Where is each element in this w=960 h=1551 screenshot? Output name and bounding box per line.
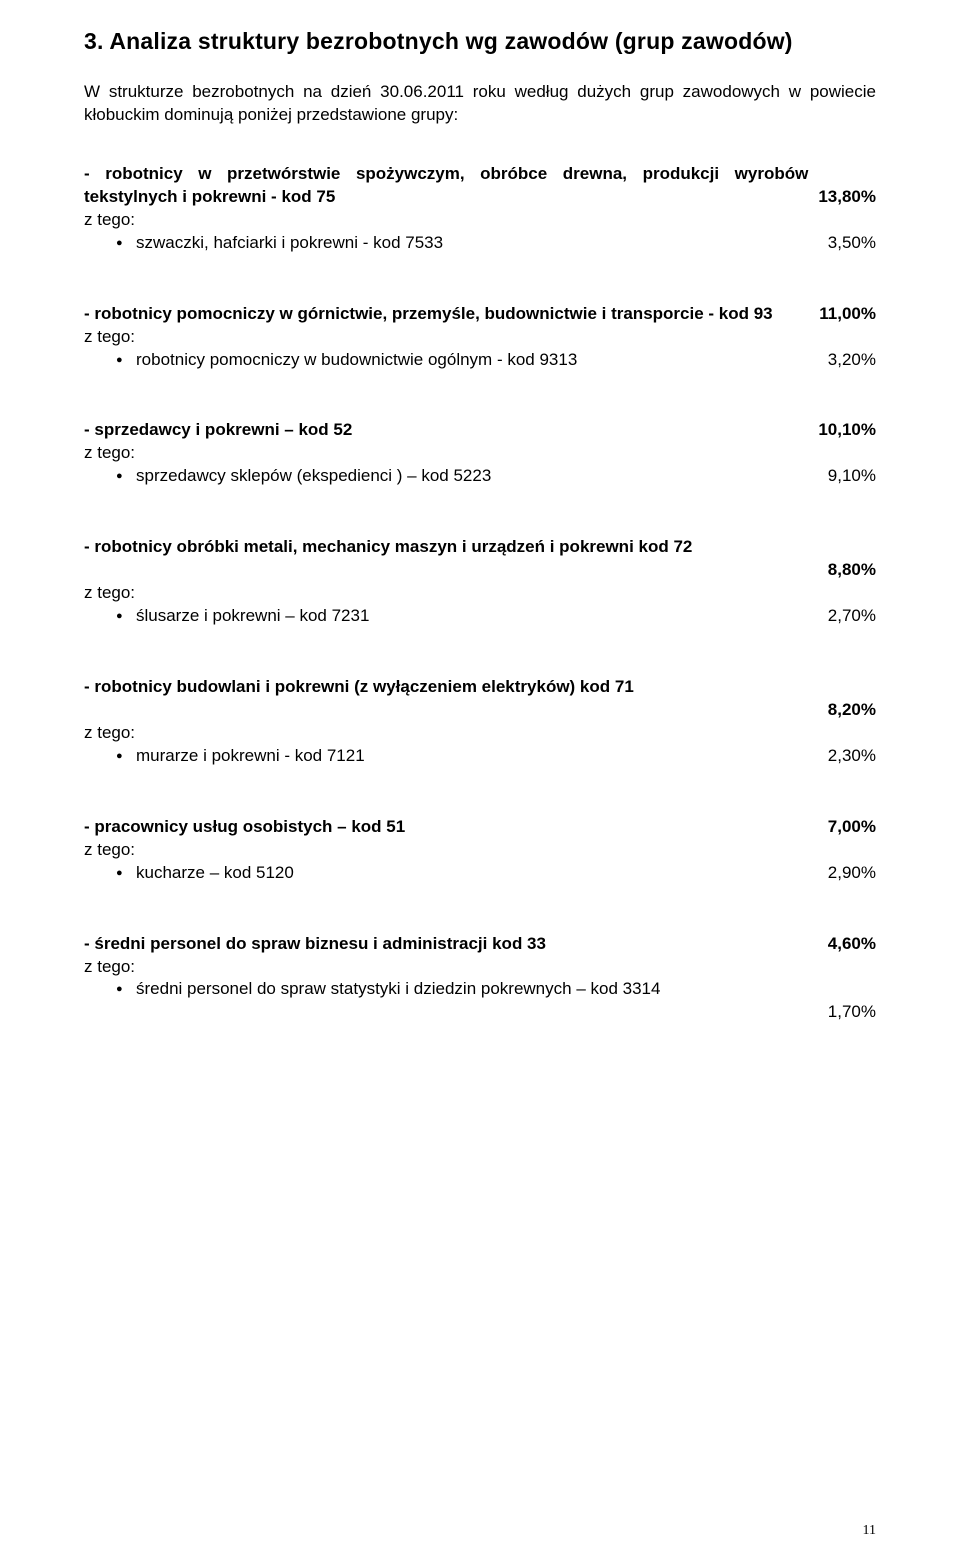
bullet-item: sprzedawcy sklepów (ekspedienci ) – kod …	[84, 465, 876, 488]
section-heading: 3. Analiza struktury bezrobotnych wg zaw…	[84, 26, 876, 57]
bullet-list: średni personel do spraw statystyki i dz…	[84, 978, 876, 1024]
bullet-label: murarze i pokrewni - kod 7121	[136, 745, 828, 768]
ztego-label: z tego:	[84, 582, 876, 605]
group-title: - sprzedawcy i pokrewni – kod 52	[84, 419, 818, 442]
bullet-pct: 3,50%	[828, 232, 876, 255]
bullet-list: sprzedawcy sklepów (ekspedienci ) – kod …	[84, 465, 876, 488]
ztego-label: z tego:	[84, 442, 876, 465]
bullet-item: kucharze – kod 5120 2,90%	[84, 862, 876, 885]
bullet-list: ślusarze i pokrewni – kod 7231 2,70%	[84, 605, 876, 628]
group-pct: 8,20%	[828, 699, 876, 722]
bullet-item: robotnicy pomocniczy w budownictwie ogól…	[84, 349, 876, 372]
group-block: - robotnicy pomocniczy w górnictwie, prz…	[84, 303, 876, 372]
bullet-pct: 3,20%	[828, 349, 876, 372]
group-title: - robotnicy w przetwórstwie spożywczym, …	[84, 163, 818, 209]
group-pct: 10,10%	[818, 419, 876, 442]
bullet-label: szwaczki, hafciarki i pokrewni - kod 753…	[136, 232, 828, 255]
group-pct: 8,80%	[828, 559, 876, 582]
bullet-list: kucharze – kod 5120 2,90%	[84, 862, 876, 885]
group-block: - średni personel do spraw biznesu i adm…	[84, 933, 876, 1025]
group-pct: 7,00%	[828, 816, 876, 839]
bullet-pct: 1,70%	[828, 1001, 876, 1024]
bullet-list: szwaczki, hafciarki i pokrewni - kod 753…	[84, 232, 876, 255]
ztego-label: z tego:	[84, 326, 876, 349]
bullet-pct: 9,10%	[828, 465, 876, 488]
bullet-label: robotnicy pomocniczy w budownictwie ogól…	[136, 349, 828, 372]
page-number: 11	[863, 1523, 876, 1539]
bullet-item: ślusarze i pokrewni – kod 7231 2,70%	[84, 605, 876, 628]
group-block: - robotnicy w przetwórstwie spożywczym, …	[84, 163, 876, 255]
group-pct: 11,00%	[819, 303, 876, 326]
group-block: - robotnicy obróbki metali, mechanicy ma…	[84, 536, 876, 628]
bullet-pct: 2,90%	[828, 862, 876, 885]
group-title: - średni personel do spraw biznesu i adm…	[84, 933, 828, 956]
group-block: - pracownicy usług osobistych – kod 51 7…	[84, 816, 876, 885]
group-title: - pracownicy usług osobistych – kod 51	[84, 816, 828, 839]
group-pct: 4,60%	[828, 933, 876, 956]
bullet-label: kucharze – kod 5120	[136, 862, 828, 885]
bullet-item: szwaczki, hafciarki i pokrewni - kod 753…	[84, 232, 876, 255]
ztego-label: z tego:	[84, 956, 876, 979]
bullet-pct: 2,70%	[828, 605, 876, 628]
group-title: - robotnicy budowlani i pokrewni (z wyłą…	[84, 676, 876, 699]
group-block: - robotnicy budowlani i pokrewni (z wyłą…	[84, 676, 876, 768]
group-title: - robotnicy pomocniczy w górnictwie, prz…	[84, 303, 819, 326]
document-page: 3. Analiza struktury bezrobotnych wg zaw…	[0, 0, 960, 1551]
group-title: - robotnicy obróbki metali, mechanicy ma…	[84, 536, 876, 559]
group-pct: 13,80%	[818, 186, 876, 209]
bullet-label: ślusarze i pokrewni – kod 7231	[136, 605, 828, 628]
intro-paragraph: W strukturze bezrobotnych na dzień 30.06…	[84, 81, 876, 127]
bullet-label: średni personel do spraw statystyki i dz…	[136, 978, 876, 1001]
ztego-label: z tego:	[84, 839, 876, 862]
bullet-label: sprzedawcy sklepów (ekspedienci ) – kod …	[136, 465, 828, 488]
bullet-list: robotnicy pomocniczy w budownictwie ogól…	[84, 349, 876, 372]
ztego-label: z tego:	[84, 722, 876, 745]
ztego-label: z tego:	[84, 209, 876, 232]
bullet-list: murarze i pokrewni - kod 7121 2,30%	[84, 745, 876, 768]
bullet-item: murarze i pokrewni - kod 7121 2,30%	[84, 745, 876, 768]
group-block: - sprzedawcy i pokrewni – kod 52 10,10% …	[84, 419, 876, 488]
bullet-item: średni personel do spraw statystyki i dz…	[84, 978, 876, 1024]
bullet-pct: 2,30%	[828, 745, 876, 768]
